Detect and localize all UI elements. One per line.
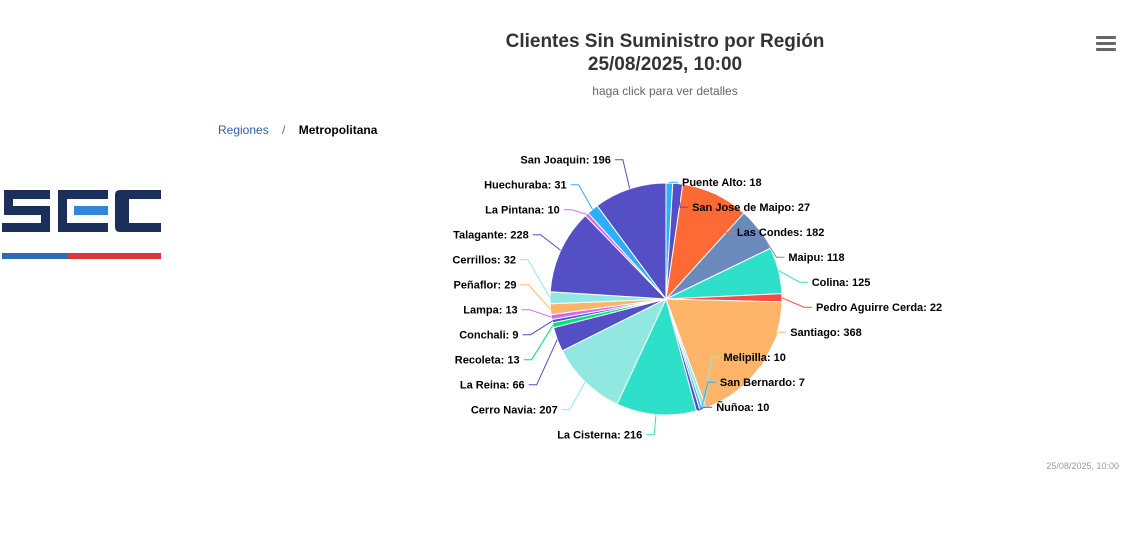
pie-slice-la-cisterna[interactable] [616,297,697,416]
data-label-melipilla: Melipilla: 10 [724,352,786,364]
connector-maipu [758,229,785,258]
pie-slice-santiago[interactable] [665,298,783,409]
connector-las-condes [715,193,733,233]
breadcrumb-link-regiones[interactable]: Regiones [218,123,269,137]
connector-cerro-navia [561,381,586,411]
data-label-nunoa: Ñuñoa: 10 [716,401,769,414]
data-label-san-joaquin: San Joaquin: 196 [520,155,610,167]
pie-slice-san-joaquin[interactable] [596,182,667,301]
data-label-la-cisterna: La Cisterna: 216 [557,430,642,442]
connector-santiago [759,331,787,367]
connector-la-reina [528,339,558,386]
connector-nunoa [697,406,713,411]
data-label-maipu: Maipu: 118 [788,252,844,264]
data-label-puente-alto: Puente Alto: 18 [682,177,762,189]
connector-san-bernardo [700,381,716,410]
chart-title-date: 25/08/2025, 10:00 [587,54,743,75]
connector-penaflor [520,284,551,310]
data-label-conchali: Conchali: 9 [459,330,518,342]
data-label-huechuraba: Huechuraba: 31 [484,180,567,192]
connector-talagante [532,234,562,251]
data-label-pedro-aguirre-cerda: Pedro Aguirre Cerda: 22 [816,302,942,314]
connector-la-cisterna [646,414,657,436]
data-label-la-pintana: La Pintana: 10 [485,205,560,217]
connector-san-joaquin [614,159,631,189]
hamburger-menu-icon[interactable] [1096,36,1116,52]
connector-lampa [521,309,552,318]
data-label-cerro-navia: Cerro Navia: 207 [471,405,558,417]
connector-conchali [522,320,553,336]
data-label-san-bernardo: San Bernardo: 7 [720,377,805,389]
breadcrumb: Regiones / Metropolitana [218,123,377,137]
chart-subtitle: haga click para ver detalles [592,84,738,98]
connector-san-jose-de-maipo [677,183,689,208]
connector-huechuraba [570,184,593,210]
data-label-penaflor: Peñaflor: 29 [454,280,517,292]
breadcrumb-current: Metropolitana [298,123,378,137]
connector-puente-alto [669,181,678,184]
breadcrumb-separator: / [282,123,286,137]
connector-recoleta [523,324,554,361]
connector-pedro-aguirre-cerda [781,297,812,308]
data-label-santiago: Santiago: 368 [790,327,862,339]
chart-title-main: Clientes Sin Suministro por Región [505,31,825,52]
data-label-talagante: Talagante: 228 [453,230,529,242]
data-label-las-condes: Las Condes: 182 [737,227,824,239]
connector-colina [778,269,808,283]
data-label-cerrillos: Cerrillos: 32 [452,255,516,267]
chart-title: Clientes Sin Suministro por Región 25/08… [365,30,965,76]
connector-la-pintana [563,209,587,215]
data-label-recoleta: Recoleta: 13 [455,355,520,367]
data-label-san-jose-de-maipo: San Jose de Maipo: 27 [692,202,810,214]
sec-logo [0,186,165,271]
data-label-la-reina: La Reina: 66 [460,380,525,392]
connector-cerrillos [520,259,551,299]
data-label-colina: Colina: 125 [812,277,871,289]
connector-melipilla [703,356,720,409]
data-label-lampa: Lampa: 13 [463,305,517,317]
credits-timestamp: 25/08/2025, 10:00 [1046,461,1119,471]
pie-slice-cerro-navia[interactable] [561,297,668,405]
